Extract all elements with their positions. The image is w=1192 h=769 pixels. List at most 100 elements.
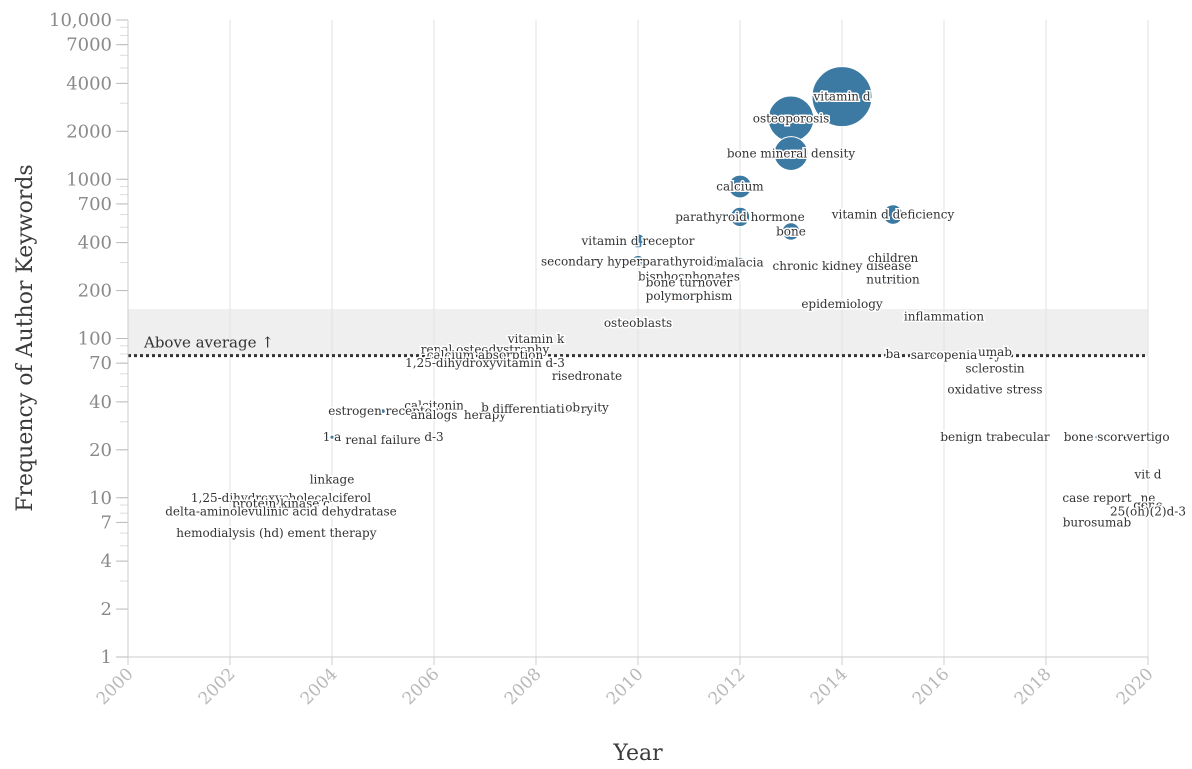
keyword-label: calcium: [716, 180, 764, 194]
above-average-label: Above average ↑: [143, 334, 274, 352]
keyword-label: chronic kidney disease: [773, 259, 912, 273]
keyword-bubble: [630, 233, 646, 249]
keyword-bubble: [1145, 502, 1151, 508]
keyword-bubble: [584, 406, 590, 412]
keyword-label: renal failure: [345, 433, 420, 447]
x-tick-label: 2000: [93, 664, 138, 709]
keyword-bubble: [728, 174, 752, 199]
y-tick-label: 200: [78, 281, 112, 302]
keyword-label: vit d: [1134, 467, 1162, 481]
keyword-label: analogs: [411, 408, 458, 422]
keyword-label: risedronate: [552, 369, 622, 383]
keyword-bubble: [227, 530, 233, 536]
y-tick-label: 7: [101, 512, 112, 533]
x-tick-label: 2018: [1011, 664, 1056, 709]
y-tick-label: 7000: [66, 35, 112, 56]
keyword-label: linkage: [310, 473, 355, 487]
keyword-label: polymorphism: [646, 289, 733, 303]
keyword-bubble: [1094, 495, 1100, 500]
keyword-label: bone mineral density: [727, 147, 855, 161]
keyword-label: renal osteodystrophy: [421, 343, 550, 357]
keyword-bubble: [992, 434, 998, 440]
y-tick-label: 4: [101, 551, 112, 572]
keyword-labels: vitamin d osteoporosis bone mineral densit…: [164, 88, 1188, 541]
keyword-bubble: [482, 404, 488, 411]
keyword-label: delta-aminolevulinic acid dehydratase: [165, 504, 397, 518]
x-tick-label: 2002: [195, 664, 240, 709]
keyword-label: 1,25-dihydroxycholecalciferol: [191, 491, 371, 505]
keyword-label: oxidative stress: [947, 382, 1042, 396]
keyword-bubble: [380, 408, 386, 414]
keyword-bubble: [836, 260, 848, 272]
keyword-bubble: [329, 434, 335, 440]
keyword-bubble: [1094, 520, 1100, 525]
keyword-label: calcium absorption: [427, 348, 544, 362]
keyword-bubble: [633, 318, 643, 328]
keyword-label: osteoporosis: [753, 112, 830, 126]
keyword-label: 1 a: [323, 430, 342, 444]
keyword-label: case report: [1062, 491, 1131, 505]
keyword-bubble: [837, 298, 847, 309]
x-tick-label: 2006: [399, 664, 444, 709]
keyword-label: ry: [581, 402, 594, 416]
keyword-label: bone turnover: [646, 275, 733, 289]
keyword-bubble: [991, 349, 999, 356]
keyword-bubble: [882, 204, 904, 225]
x-tick-label: 2008: [501, 664, 546, 709]
x-tick-label: 2012: [705, 664, 750, 709]
keyword-bubble: [729, 206, 751, 228]
keyword-bubble: [684, 291, 694, 301]
keyword-label: epidemiology: [801, 297, 883, 311]
keyword-label: 25(oh)(2)d-3: [1110, 504, 1186, 518]
keyword-bubble: [939, 312, 949, 321]
keyword-bubble: [888, 253, 898, 263]
reference-line-group: Above average ↑: [128, 334, 1148, 358]
keyword-label: b: [481, 400, 489, 414]
keyword-label: umab: [978, 345, 1012, 359]
keyword-label: sclerostin: [965, 361, 1025, 375]
x-tick-label: 2014: [807, 664, 852, 709]
keyword-bubble: [329, 477, 335, 482]
keyword-bubble: [888, 274, 898, 284]
keyword-bubble: [482, 412, 488, 419]
keyword-label: bone score: [1064, 430, 1131, 444]
keyword-bubble: [481, 359, 489, 367]
keyword-label: ement therapy: [288, 526, 377, 540]
keyword-label: burosumab: [1063, 515, 1132, 529]
y-tick-label: 10: [89, 488, 112, 509]
keyword-bubble: [781, 222, 801, 241]
keyword-label: estrogen receptor: [328, 404, 438, 418]
keyword-bubble: [278, 501, 284, 506]
keyword-label: bone: [776, 224, 806, 238]
keyword-bubble: [532, 335, 540, 343]
keyword-bubble: [734, 256, 746, 269]
keyword-bubble: [329, 530, 335, 536]
keyword-label: ba: [886, 347, 901, 361]
keyword-label: ry: [989, 348, 1002, 362]
keyword-bubble: [1145, 495, 1151, 500]
keyword-bubble: [583, 373, 591, 380]
keyword-label: vitamin d receptor: [581, 234, 695, 248]
keyword-label: inflammation: [904, 310, 985, 324]
keyword-bubble: [431, 402, 437, 409]
y-tick-label: 4000: [66, 73, 112, 94]
keyword-bubble: [481, 351, 489, 359]
y-tick-label: 10,000: [49, 10, 112, 31]
keyword-bubble: [431, 412, 437, 419]
y-tick-label: 70: [89, 353, 112, 374]
keyword-label: protein kinase c: [232, 497, 330, 511]
keyword-label: benign trabecular: [940, 430, 1050, 444]
keyword-label: vertigo: [1125, 430, 1169, 444]
keyword-label: vitamin k: [507, 332, 565, 346]
x-tick-label: 2016: [909, 664, 954, 709]
keyword-bubble: [811, 66, 873, 128]
y-tick-label: 100: [78, 329, 112, 350]
y-tick-label: 400: [78, 233, 112, 254]
keyword-label: sarcopenia: [911, 348, 978, 362]
keyword-label: hemodialysis (hd): [176, 526, 283, 540]
keyword-bubble: [1145, 472, 1151, 477]
keyword-bubble: [380, 437, 386, 443]
x-tick-label: 2004: [297, 664, 342, 709]
keyword-bubble: [533, 406, 539, 412]
